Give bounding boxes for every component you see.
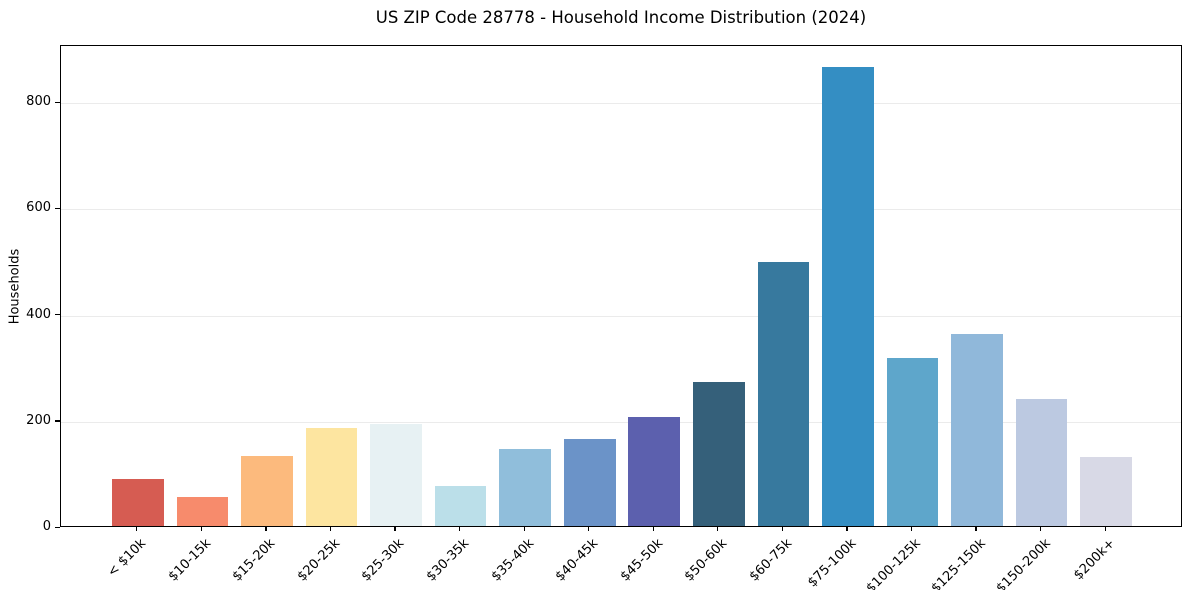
plot-area <box>60 45 1182 527</box>
y-tick-mark-800 <box>55 101 60 104</box>
x-tick-mark-4 <box>394 526 396 531</box>
y-tick-label-0: 0 <box>42 519 51 534</box>
x-tick-mark-6 <box>523 526 525 531</box>
x-tick-label-13: $125-150k <box>928 536 989 590</box>
x-tick-mark-5 <box>459 526 461 531</box>
gridline-y-400 <box>61 315 1181 317</box>
x-tick-mark-1 <box>200 526 202 531</box>
bar-20-25k <box>305 427 358 526</box>
y-tick-mark-600 <box>55 207 60 210</box>
bar-45-50k <box>628 416 681 526</box>
y-axis-label: Households <box>7 248 23 325</box>
x-tick-mark-7 <box>588 526 590 531</box>
y-tick-mark-0 <box>55 526 60 528</box>
bar-35-40k <box>499 449 551 526</box>
y-tick-mark-200 <box>55 420 60 422</box>
x-tick-label-7: $40-45k <box>552 536 602 585</box>
x-tick-label-9: $50-60k <box>681 536 731 585</box>
bar-25-30k <box>370 423 422 526</box>
y-tick-label-800: 800 <box>26 94 51 110</box>
chart-title: US ZIP Code 28778 - Household Income Dis… <box>375 8 867 27</box>
x-tick-label-5: $30-35k <box>423 536 473 585</box>
x-tick-label-14: $150-200k <box>993 536 1054 590</box>
y-tick-label-400: 400 <box>26 306 51 322</box>
x-tick-mark-3 <box>329 526 332 531</box>
x-tick-mark-12 <box>910 526 913 531</box>
bar-30-35k <box>434 486 487 526</box>
gridline-y-600 <box>61 209 1181 211</box>
x-tick-mark-8 <box>652 526 654 531</box>
x-tick-label-8: $45-50k <box>617 536 666 585</box>
x-tick-mark-9 <box>717 526 719 531</box>
bar-60-75k <box>757 262 810 526</box>
x-tick-label-10: $60-75k <box>746 536 796 585</box>
x-tick-label-2: $15-20k <box>230 536 279 585</box>
x-tick-label-12: $100-125k <box>863 536 925 590</box>
bar-10-15k <box>176 497 229 526</box>
bar-40-45k <box>563 439 616 526</box>
x-tick-label-6: $35-40k <box>488 536 537 585</box>
bar-75-100k <box>822 67 874 526</box>
gridline-y-800 <box>61 103 1181 105</box>
bar-15-20k <box>241 455 293 526</box>
y-tick-mark-400 <box>55 314 60 316</box>
y-tick-label-200: 200 <box>26 412 51 428</box>
y-tick-label-600: 600 <box>26 200 51 216</box>
x-tick-label-3: $20-25k <box>294 536 344 585</box>
x-tick-mark-0 <box>136 526 138 531</box>
bar-10k <box>112 479 164 526</box>
x-tick-mark-10 <box>781 526 783 531</box>
x-tick-label-15: $200k+ <box>1070 536 1118 584</box>
x-tick-mark-13 <box>975 526 977 531</box>
x-tick-mark-11 <box>846 526 848 531</box>
x-tick-label-0: < $10k <box>105 536 150 581</box>
x-tick-mark-2 <box>265 526 267 531</box>
bar-50-60k <box>693 381 745 526</box>
bar-150-200k <box>1015 399 1068 526</box>
bar-100-125k <box>886 357 939 526</box>
x-tick-label-11: $75-100k <box>805 536 860 590</box>
x-tick-mark-14 <box>1040 526 1042 531</box>
x-tick-mark-15 <box>1104 526 1106 531</box>
bar-200k <box>1080 457 1132 526</box>
x-tick-label-4: $25-30k <box>359 536 408 585</box>
bar-125-150k <box>951 333 1003 526</box>
gridline-y-200 <box>61 421 1181 423</box>
x-tick-label-1: $10-15k <box>165 536 214 585</box>
